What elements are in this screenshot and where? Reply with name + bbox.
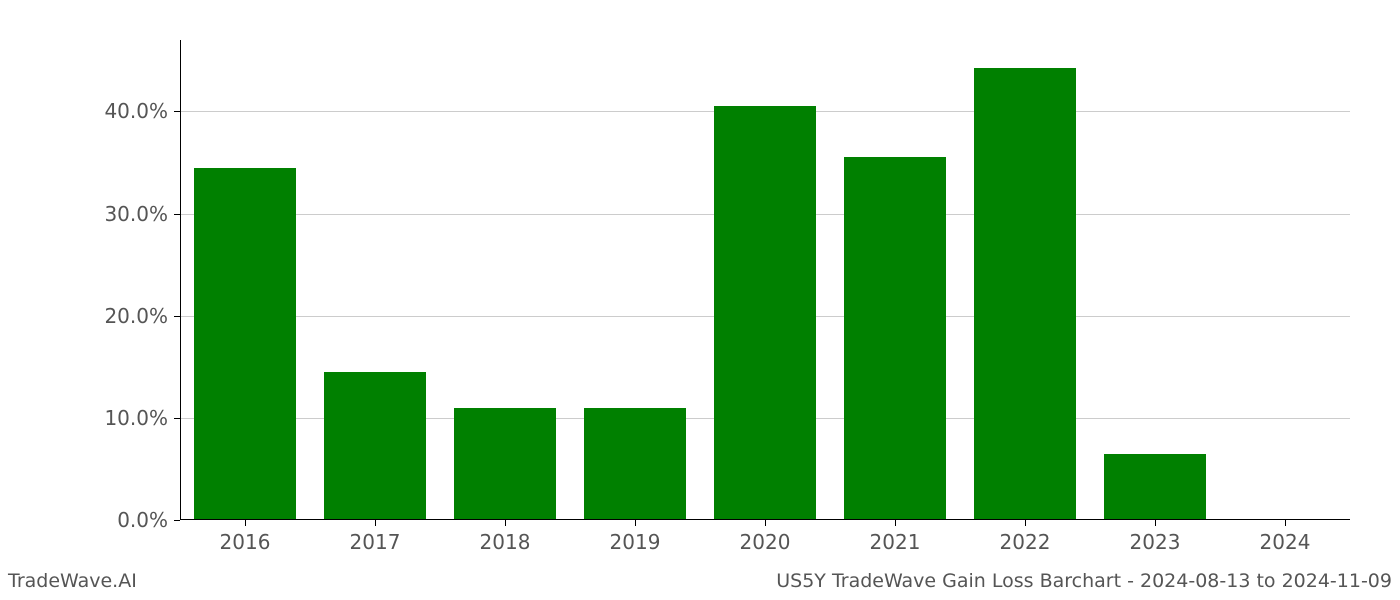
y-tick-mark [174, 418, 180, 419]
bar [714, 106, 815, 520]
y-tick-label: 10.0% [104, 406, 168, 430]
y-tick-mark [174, 111, 180, 112]
x-tick-mark [1285, 520, 1286, 526]
x-tick-mark [895, 520, 896, 526]
bar [454, 408, 555, 520]
x-tick-label: 2020 [740, 530, 791, 554]
x-tick-label: 2018 [480, 530, 531, 554]
x-tick-mark [245, 520, 246, 526]
x-tick-mark [635, 520, 636, 526]
x-tick-label: 2016 [220, 530, 271, 554]
x-tick-mark [375, 520, 376, 526]
x-tick-label: 2023 [1130, 530, 1181, 554]
y-tick-label: 0.0% [117, 508, 168, 532]
plot-area [180, 40, 1350, 520]
x-tick-label: 2021 [870, 530, 921, 554]
bar [1104, 454, 1205, 520]
footer-right-label: US5Y TradeWave Gain Loss Barchart - 2024… [776, 570, 1392, 592]
y-tick-label: 20.0% [104, 304, 168, 328]
x-tick-label: 2024 [1260, 530, 1311, 554]
y-tick-mark [174, 520, 180, 521]
y-axis-line [180, 40, 181, 520]
y-tick-mark [174, 316, 180, 317]
x-tick-mark [765, 520, 766, 526]
bar [844, 157, 945, 520]
footer-left-label: TradeWave.AI [8, 570, 137, 592]
x-tick-label: 2022 [1000, 530, 1051, 554]
gain-loss-barchart: TradeWave.AI US5Y TradeWave Gain Loss Ba… [0, 0, 1400, 600]
bar [194, 168, 295, 520]
bar [584, 408, 685, 520]
x-tick-label: 2019 [610, 530, 661, 554]
x-tick-mark [1025, 520, 1026, 526]
y-tick-label: 30.0% [104, 202, 168, 226]
x-tick-mark [505, 520, 506, 526]
x-tick-label: 2017 [350, 530, 401, 554]
y-tick-label: 40.0% [104, 99, 168, 123]
bar [974, 68, 1075, 520]
x-tick-mark [1155, 520, 1156, 526]
y-tick-mark [174, 214, 180, 215]
bar [324, 372, 425, 520]
